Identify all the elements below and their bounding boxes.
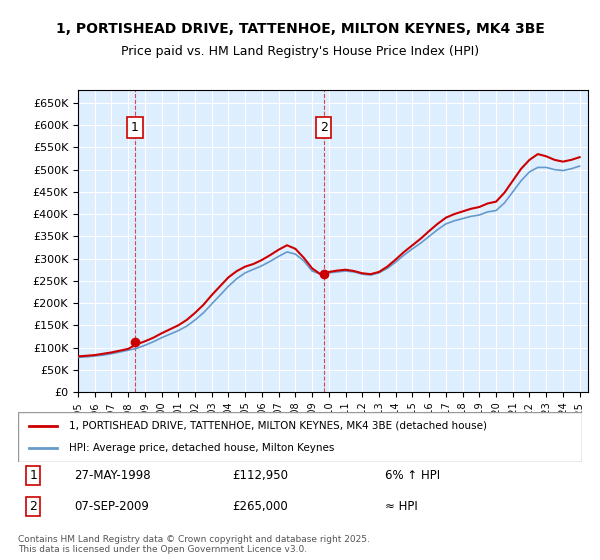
Text: 1: 1 <box>29 469 37 482</box>
Text: Contains HM Land Registry data © Crown copyright and database right 2025.
This d: Contains HM Land Registry data © Crown c… <box>18 535 370 554</box>
Text: 27-MAY-1998: 27-MAY-1998 <box>74 469 151 482</box>
Text: 6% ↑ HPI: 6% ↑ HPI <box>385 469 440 482</box>
Text: 2: 2 <box>320 121 328 134</box>
Text: £265,000: £265,000 <box>232 500 288 513</box>
Text: 2: 2 <box>29 500 37 513</box>
Text: 1: 1 <box>131 121 139 134</box>
FancyBboxPatch shape <box>18 412 582 462</box>
Text: 07-SEP-2009: 07-SEP-2009 <box>74 500 149 513</box>
Text: Price paid vs. HM Land Registry's House Price Index (HPI): Price paid vs. HM Land Registry's House … <box>121 45 479 58</box>
Text: ≈ HPI: ≈ HPI <box>385 500 418 513</box>
Text: 1, PORTISHEAD DRIVE, TATTENHOE, MILTON KEYNES, MK4 3BE: 1, PORTISHEAD DRIVE, TATTENHOE, MILTON K… <box>56 22 544 36</box>
Text: HPI: Average price, detached house, Milton Keynes: HPI: Average price, detached house, Milt… <box>69 443 334 453</box>
Text: £112,950: £112,950 <box>232 469 289 482</box>
Text: 1, PORTISHEAD DRIVE, TATTENHOE, MILTON KEYNES, MK4 3BE (detached house): 1, PORTISHEAD DRIVE, TATTENHOE, MILTON K… <box>69 421 487 431</box>
